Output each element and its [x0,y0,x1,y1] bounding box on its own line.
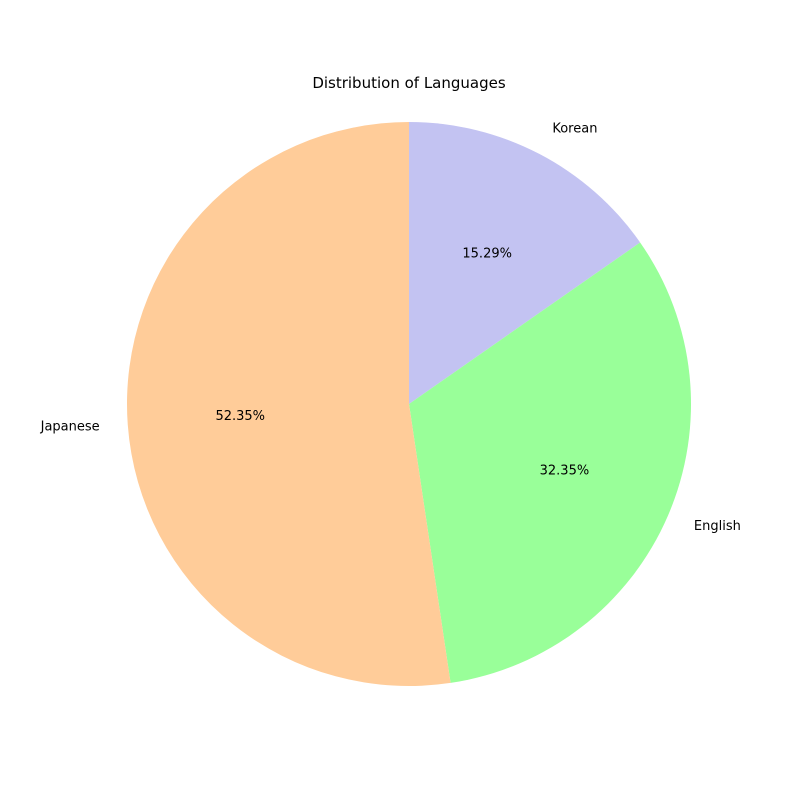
pie-slice-korean [409,122,641,404]
pie-slice-english [409,242,691,683]
pie-labels: Korean 15.29% English 32.35% Japanese 52.35% [40,121,741,534]
percent-label-japanese: 52.35% [215,409,265,424]
slice-label-korean: Korean [552,121,597,136]
percent-label-korean: 15.29% [462,246,512,261]
pie-slices [127,122,691,686]
chart-title: Distribution of Languages [312,74,506,92]
percent-label-english: 32.35% [540,463,590,478]
pie-slice-japanese [127,122,451,686]
slice-label-japanese: Japanese [40,419,100,434]
slice-label-english: English [694,519,741,534]
